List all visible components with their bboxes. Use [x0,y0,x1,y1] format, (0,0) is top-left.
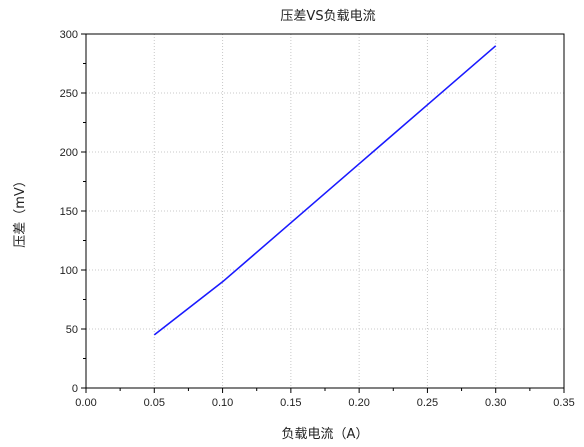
x-tick-label: 0.30 [485,397,506,409]
y-tick-label: 100 [60,265,78,277]
y-tick-label: 200 [60,147,78,159]
x-tick-label: 0.10 [212,397,233,409]
x-tick-label: 0.20 [348,397,369,409]
chart-title: 压差VS负载电流 [280,9,375,24]
series-line [153,45,497,336]
y-axis-label: 压差（mV） [13,174,28,248]
grid [86,34,564,388]
axis-ticks: 0.00 0.05 0.10 0.15 0.20 0.25 0.30 0.35 0 50 100 15… [60,29,575,409]
y-tick-label: 250 [60,88,78,100]
y-tick-label: 0 [72,383,78,395]
plot-frame [85,33,565,389]
x-tick-label: 0.35 [553,397,574,409]
y-tick-label: 150 [60,206,78,218]
x-tick-label: 0.25 [417,397,438,409]
series-layer [153,45,497,336]
y-tick-label: 50 [66,324,78,336]
y-tick-label: 300 [60,29,78,41]
x-axis-label: 负载电流（A） [282,427,369,442]
x-tick-label: 0.05 [144,397,165,409]
x-tick-label: 0.00 [75,397,96,409]
x-tick-label: 0.15 [280,397,301,409]
